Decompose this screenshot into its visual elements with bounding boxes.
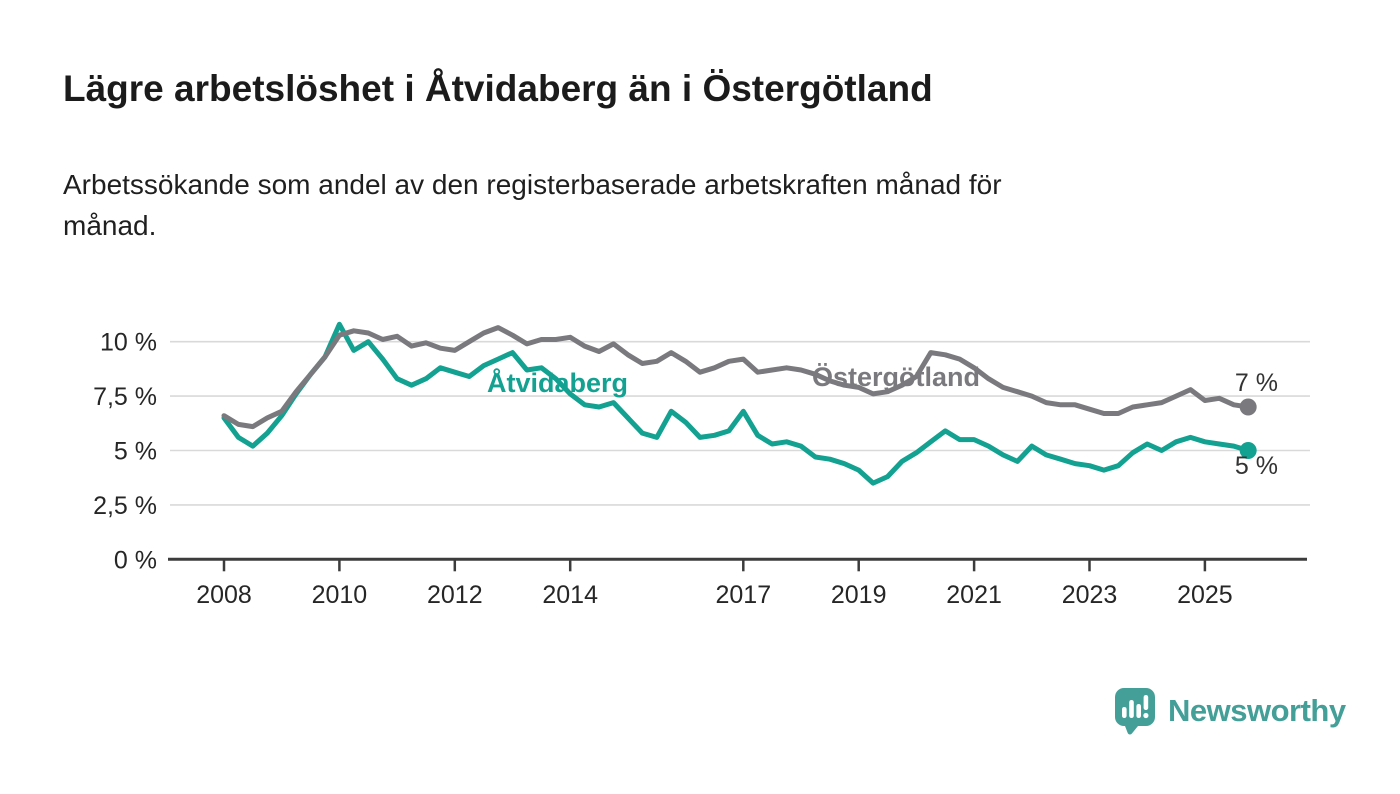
chart-subtitle: Arbetssökande som andel av den registerb… bbox=[63, 169, 1002, 242]
x-tick-label: 2012 bbox=[427, 581, 483, 609]
chart-title: Lägre arbetslöshet i Åtvidaberg än i Öst… bbox=[63, 68, 933, 109]
line-chart: 0 % 2,5 % 5 % 7,5 % 10 % 2008 2010 2012 2014 2017… bbox=[93, 321, 1310, 609]
bar-2 bbox=[1129, 700, 1134, 718]
ostergotland-end-label: 7 % bbox=[1235, 369, 1278, 397]
atvidaberg-series-label: Åtvidaberg bbox=[487, 367, 628, 398]
atvidaberg-end-label: 5 % bbox=[1235, 452, 1278, 480]
x-tick-label: 2025 bbox=[1177, 581, 1233, 609]
ostergotland-end-dot bbox=[1239, 398, 1257, 416]
y-tick-label: 7,5 % bbox=[93, 383, 157, 411]
newsworthy-logo[interactable]: Newsworthy bbox=[1113, 686, 1346, 735]
x-tick-label: 2014 bbox=[542, 581, 598, 609]
x-tick-label: 2021 bbox=[946, 581, 1002, 609]
ostergotland-line bbox=[221, 325, 1251, 430]
atvidaberg-end-dot bbox=[1239, 442, 1257, 459]
x-tick-label: 2023 bbox=[1062, 581, 1118, 609]
y-tick-label: 2,5 % bbox=[93, 492, 157, 520]
x-tick-label: 2008 bbox=[196, 581, 252, 609]
ostergotland-series-label: Östergötland bbox=[812, 362, 980, 392]
bar-3 bbox=[1136, 704, 1141, 718]
x-tick-label: 2010 bbox=[312, 581, 368, 609]
y-tick-label: 10 % bbox=[100, 329, 157, 357]
exclamation-bar bbox=[1143, 695, 1149, 710]
atvidaberg-line bbox=[221, 321, 1251, 486]
y-tick-label: 0 % bbox=[114, 546, 157, 574]
bar-1 bbox=[1122, 707, 1127, 718]
y-tick-label: 5 % bbox=[114, 438, 157, 466]
x-tick-label: 2017 bbox=[715, 581, 771, 609]
exclamation-dot bbox=[1143, 712, 1149, 719]
newsworthy-bubble-chart-icon bbox=[1115, 688, 1155, 735]
speech-bubble-shape bbox=[1115, 688, 1155, 735]
newsworthy-wordmark: Newsworthy bbox=[1168, 692, 1346, 728]
x-tick-label: 2019 bbox=[831, 581, 887, 609]
